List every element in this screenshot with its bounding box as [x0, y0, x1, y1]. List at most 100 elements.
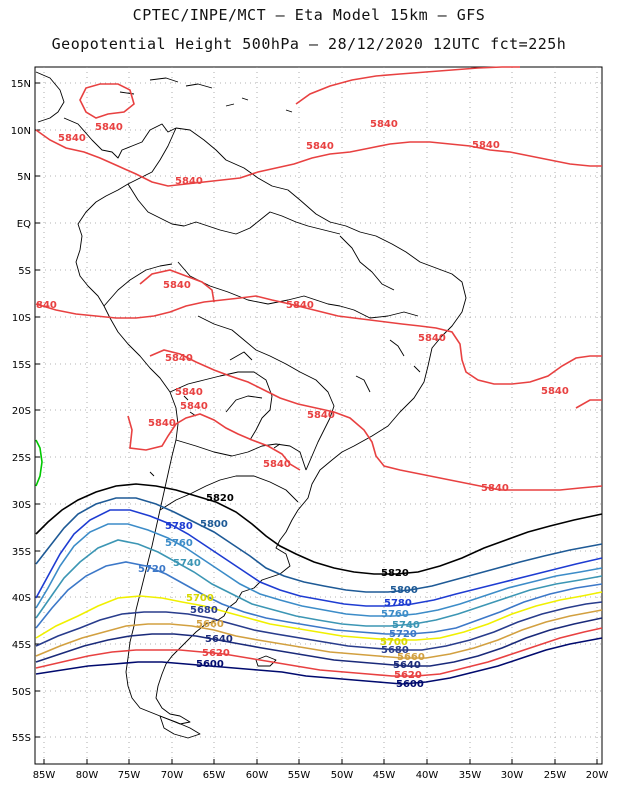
lon-label: 40W [416, 770, 439, 781]
lon-label: 25W [544, 770, 567, 781]
contour-label: 5720 [389, 629, 417, 640]
contour-5840-caribbean [79, 83, 135, 119]
lon-label: 75W [118, 770, 141, 781]
contour-5840-south [149, 349, 603, 491]
contour-5800 [35, 497, 603, 593]
lat-label: 15N [11, 79, 31, 90]
contour-label: 5740 [392, 620, 420, 631]
lon-label: 70W [161, 770, 184, 781]
lat-label: 55S [12, 733, 31, 744]
contour-label: 5840 [472, 140, 500, 151]
contour-5840-amazon [139, 269, 215, 303]
contour-5640 [35, 617, 603, 667]
lon-label: 80W [76, 770, 99, 781]
lat-label: 45S [12, 640, 31, 651]
contour-5780 [35, 509, 603, 607]
lat-label: 30S [12, 500, 31, 511]
contour-label: 5840 [481, 483, 509, 494]
contour-label: 5740 [173, 558, 201, 569]
contour-5740 [35, 539, 603, 627]
contour-label: 5840 [175, 387, 203, 398]
contour-label: 5680 [190, 605, 218, 616]
contour-label: 5840 [148, 418, 176, 429]
contour-label: 5780 [384, 598, 412, 609]
contour-label: 5840 [370, 119, 398, 130]
country-borders [103, 183, 419, 511]
caribbean-islands [119, 77, 293, 113]
contour-label: 5840 [286, 300, 314, 311]
lat-axis: 15N 10N 5N EQ 5S 10S 15S 20S 25S 30S 35S… [11, 79, 31, 744]
contour-5660 [35, 609, 603, 659]
lat-label: 15S [12, 360, 31, 371]
lat-label: 50S [12, 687, 31, 698]
lon-label: 65W [203, 770, 226, 781]
contour-label: 5840 [165, 353, 193, 364]
contour-label: 5840 [418, 333, 446, 344]
contour-5820 [35, 483, 603, 575]
tierra-del-fuego [159, 715, 201, 739]
contour-label: 5720 [138, 564, 166, 575]
contour-label: 840 [36, 300, 57, 311]
lon-label: 50W [331, 770, 354, 781]
contour-5700 [35, 591, 603, 641]
contour-label: 5840 [58, 133, 86, 144]
contour-5840-top [295, 66, 520, 105]
contour-5860 [35, 439, 43, 487]
lat-label: EQ [17, 219, 31, 230]
contour-label: 5840 [95, 122, 123, 133]
contour-label: 5620 [394, 670, 422, 681]
falklands [255, 655, 277, 667]
contour-label: 5840 [306, 141, 334, 152]
coastline-layer [35, 71, 467, 739]
contour-label: 5660 [196, 619, 224, 630]
lon-label: 20W [586, 770, 609, 781]
lat-label: 10S [12, 313, 31, 324]
map-title: CPTEC/INPE/MCT – Eta Model 15km – GFS [132, 6, 486, 24]
contour-label: 5660 [397, 652, 425, 663]
contour-label: 5600 [396, 679, 424, 690]
contour-5840-mid [35, 295, 602, 385]
map-frame [34, 66, 603, 765]
contour-5840-right [575, 399, 602, 409]
lon-label: 45W [373, 770, 396, 781]
lat-label: 40S [12, 593, 31, 604]
inland-features [149, 235, 421, 477]
contour-label: 5700 [380, 637, 408, 648]
lat-label: 10N [11, 126, 31, 137]
contour-label: 5700 [186, 593, 214, 604]
lon-label: 30W [501, 770, 524, 781]
contour-label: 5760 [165, 538, 193, 549]
lat-label: 5N [17, 172, 31, 183]
contour-label: 5640 [393, 660, 421, 671]
lon-axis: 85W 80W 75W 70W 65W 60W 55W 50W 45W 40W … [33, 770, 609, 781]
contour-label: 5800 [390, 585, 418, 596]
lon-label: 55W [288, 770, 311, 781]
contour-label: 5620 [202, 648, 230, 659]
lon-label: 85W [33, 770, 56, 781]
contour-label: 5680 [381, 645, 409, 656]
central-america-coast [35, 71, 177, 159]
contour-label: 5820 [381, 568, 409, 579]
contour-5840-north [35, 129, 602, 187]
axis-ticks [35, 82, 598, 764]
lon-label: 60W [246, 770, 269, 781]
contour-label: 5840 [541, 386, 569, 397]
contour-5840-andes [127, 413, 301, 471]
contour-label: 5780 [165, 521, 193, 532]
lat-label: 20S [12, 406, 31, 417]
contour-5760 [35, 523, 603, 617]
contour-label: 5800 [200, 519, 228, 530]
contour-label: 5840 [163, 280, 191, 291]
lat-label: 5S [18, 266, 31, 277]
contour-label: 5760 [381, 609, 409, 620]
map-subtitle: Geopotential Height 500hPa – 28/12/2020 … [51, 35, 567, 53]
lat-label: 35S [12, 547, 31, 558]
contour-5620 [35, 627, 603, 677]
contour-layer [35, 66, 603, 685]
contour-5600 [35, 637, 603, 685]
contour-label: 5840 [307, 410, 335, 421]
contour-label: 5820 [206, 493, 234, 504]
lat-label: 25S [12, 453, 31, 464]
contour-label: 5840 [180, 401, 208, 412]
